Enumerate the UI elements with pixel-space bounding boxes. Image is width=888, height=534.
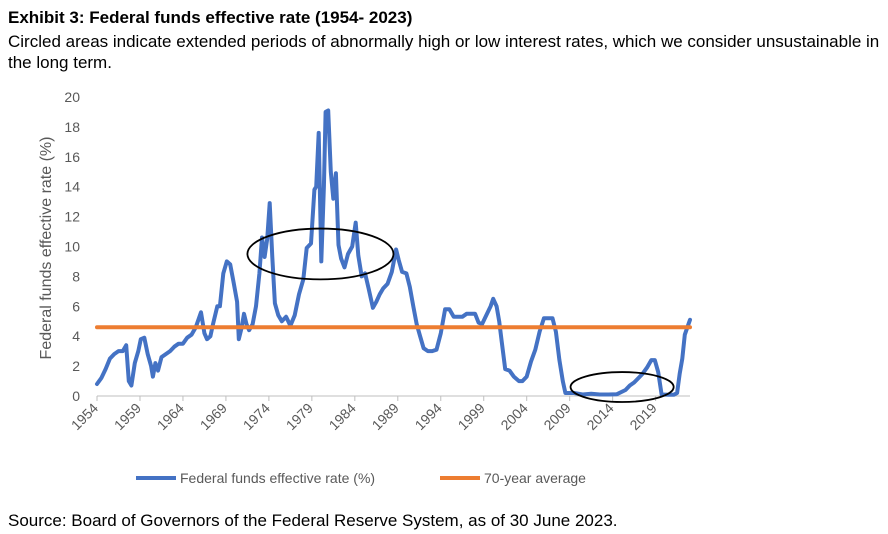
exhibit-subtitle: Circled areas indicate extended periods … <box>8 32 880 72</box>
y-tick-label: 2 <box>72 358 80 374</box>
x-tick-label: 1969 <box>197 400 230 433</box>
series-layer <box>95 108 692 397</box>
legend-label: Federal funds effective rate (%) <box>180 470 375 486</box>
x-tick-label: 1989 <box>369 400 402 433</box>
exhibit-title: Exhibit 3: Federal funds effective rate … <box>8 8 413 27</box>
x-tick-label: 1999 <box>455 400 488 433</box>
x-tick-label: 1979 <box>283 400 316 433</box>
y-tick-label: 14 <box>64 179 80 195</box>
x-tick-label: 1959 <box>111 400 144 433</box>
source-note: Source: Board of Governors of the Federa… <box>8 511 618 530</box>
annotation-circle-low-rates <box>569 371 675 403</box>
y-tick-label: 6 <box>72 298 80 314</box>
y-tick-label: 20 <box>64 89 80 105</box>
x-tick-label: 2014 <box>583 400 616 433</box>
y-tick-label: 12 <box>64 209 80 225</box>
x-tick-label: 1974 <box>240 400 273 433</box>
y-axis-title: Federal funds effective rate (%) <box>38 137 55 360</box>
x-tick-label: 1994 <box>412 400 445 433</box>
x-tick-label: 2019 <box>626 400 659 433</box>
legend-label: 70-year average <box>484 470 586 486</box>
x-tick-label: 2004 <box>497 400 530 433</box>
x-tick-label: 1964 <box>154 400 187 433</box>
y-tick-label: 0 <box>72 388 80 404</box>
x-tick-label: 1984 <box>326 400 359 433</box>
x-tick-label: 1954 <box>68 400 101 433</box>
series-line-fed-funds-rate <box>95 108 692 397</box>
y-tick-label: 18 <box>64 119 80 135</box>
y-axis: 0 2 4 6 8 10 12 14 16 18 20 <box>64 89 80 404</box>
x-tick-label: 2009 <box>540 400 573 433</box>
y-tick-label: 4 <box>72 328 80 344</box>
annotation-circle-high-rates <box>246 227 395 281</box>
legend: Federal funds effective rate (%) 70-year … <box>136 470 586 486</box>
x-axis: 1954 1959 1964 1969 1974 1979 1984 1989 1994 1999… <box>68 395 690 433</box>
y-tick-label: 16 <box>64 149 80 165</box>
annotation-layer <box>246 227 675 403</box>
y-tick-label: 8 <box>72 268 80 284</box>
y-tick-label: 10 <box>64 239 80 255</box>
